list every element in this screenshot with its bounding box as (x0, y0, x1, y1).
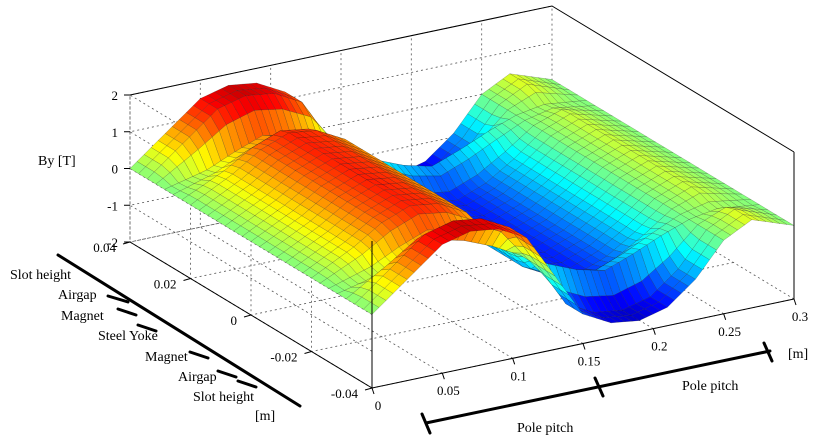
pole-pitch-label-2: Pole pitch (682, 379, 738, 394)
x-gridline (551, 6, 795, 300)
x-tick-mark (723, 313, 727, 320)
by-surface (129, 73, 795, 324)
region-label: Airgap (178, 370, 217, 385)
x-tick-label: 0.1 (511, 368, 527, 383)
region-tick (236, 379, 258, 389)
region-bracket-line (56, 253, 302, 408)
x-tick-mark (512, 358, 516, 365)
y-tick-mark (243, 314, 252, 318)
region-tick (116, 307, 138, 317)
x-tick-label: 0.3 (792, 309, 808, 324)
z-tick-label: 1 (112, 125, 119, 140)
z-gridline (128, 115, 553, 352)
x-tick-label: 0.05 (437, 383, 460, 398)
y-tick-mark (304, 351, 312, 354)
y-tick-label: 0.04 (93, 240, 116, 255)
region-tick (216, 369, 238, 379)
y-tick-label: 0.02 (154, 277, 177, 292)
pole-pitch-mid (593, 376, 605, 398)
y-tick-mark (364, 387, 373, 391)
z-gridline (128, 79, 553, 315)
x-tick-label: 0.2 (651, 339, 667, 354)
x-gridline (340, 50, 584, 344)
x-tick-mark (652, 328, 656, 335)
x-gridline (410, 35, 654, 330)
pole-pitch-end (420, 412, 432, 435)
x-tick-mark (371, 387, 375, 395)
y-axis-unit-label: [m] (255, 409, 275, 424)
x-tick-label: 0.15 (578, 354, 601, 369)
y-tick-mark (183, 278, 191, 281)
region-tick (106, 294, 130, 304)
x-tick-mark (582, 343, 586, 350)
z-axis-label: By [T] (38, 154, 76, 169)
region-label: Slot height (10, 268, 71, 283)
region-tick (136, 323, 158, 333)
surface-patch (363, 302, 380, 315)
pole-pitch-label-1: Pole pitch (517, 421, 573, 436)
region-bracket (56, 253, 302, 408)
region-label: Magnet (61, 309, 104, 324)
region-tick (188, 350, 210, 360)
pole-pitch-end (762, 341, 774, 363)
y-tick-label: -0.02 (270, 350, 297, 365)
x-tick-mark (793, 298, 797, 306)
z-tick-label: -1 (107, 198, 118, 213)
y-tick-label: -0.04 (331, 386, 359, 401)
z-gridline (128, 42, 553, 279)
z-tick-label: 0 (112, 162, 119, 177)
y-tick-label: 0 (231, 313, 238, 328)
region-label: Airgap (58, 288, 97, 303)
axes-frame: 0 0.05 0.1 0.15 0.2 0.25 0.3 -0.04 -0.02 0 0.02 0.0… (93, 5, 808, 413)
region-label: Steel Yoke (98, 329, 158, 344)
z-tick-label: -2 (107, 235, 118, 250)
x-tick-label: 0 (375, 398, 382, 413)
x-tick-mark (441, 373, 445, 380)
x-tick-label: 0.25 (718, 324, 741, 339)
y-region-labels: Slot height Airgap Magnet Steel Yoke Mag… (10, 268, 254, 405)
x-axis-unit-label: [m] (788, 347, 808, 362)
x-gridline (481, 20, 724, 315)
region-label: Magnet (145, 350, 188, 365)
pole-pitch-bracket (420, 341, 774, 435)
z-tick-label: 2 (112, 88, 119, 103)
region-label: Slot height (193, 390, 254, 405)
x-gridline (129, 95, 373, 389)
top-back-edge (129, 5, 795, 153)
